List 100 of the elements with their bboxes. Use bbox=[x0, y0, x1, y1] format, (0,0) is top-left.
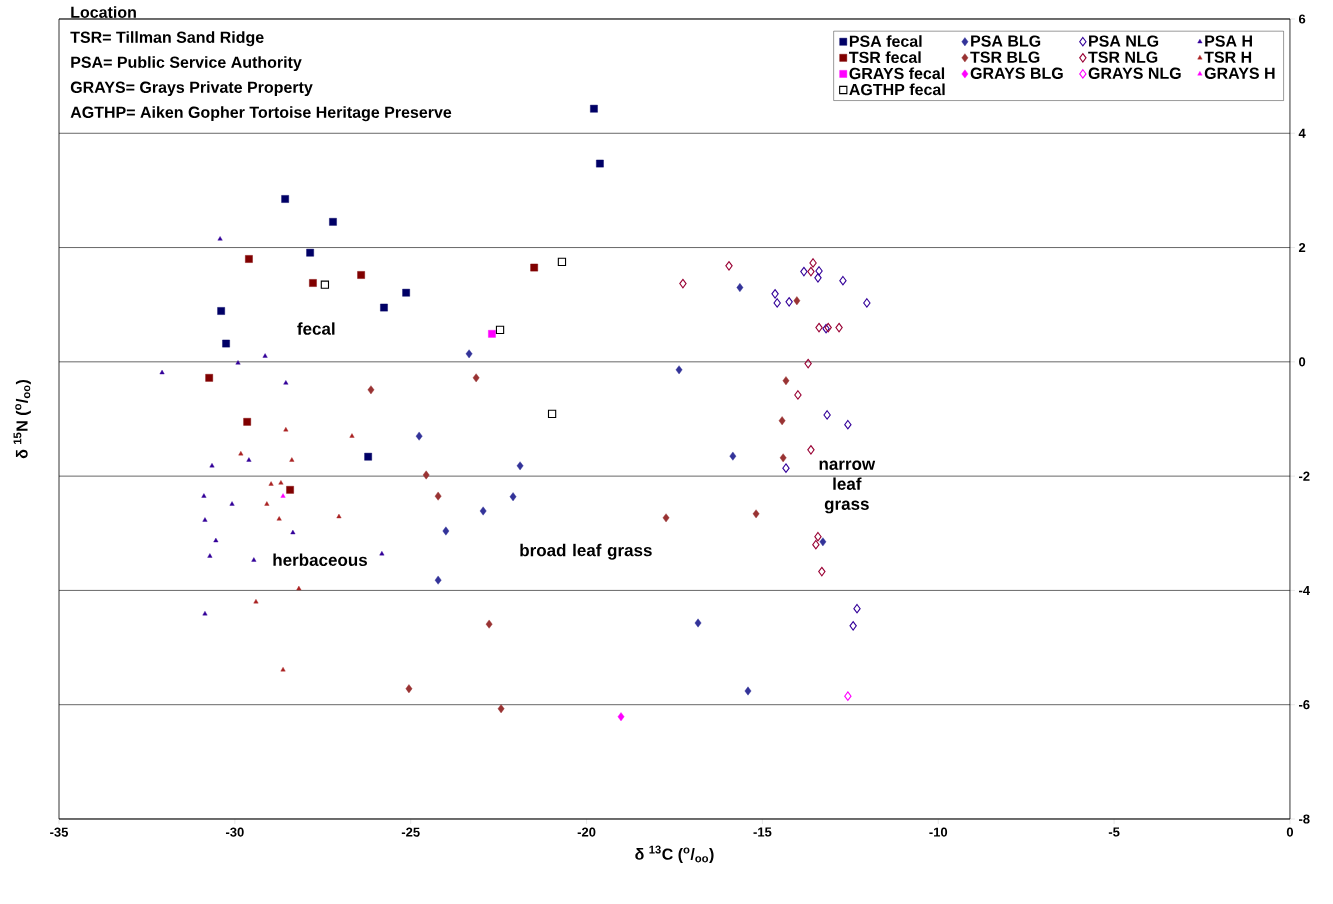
point bbox=[465, 349, 473, 359]
x-tick-label: 0 bbox=[1286, 827, 1294, 837]
point bbox=[217, 307, 225, 315]
point bbox=[807, 445, 815, 455]
legend-label: GRAYS H bbox=[1204, 67, 1275, 79]
point bbox=[488, 330, 496, 338]
point bbox=[306, 248, 314, 257]
point bbox=[290, 529, 296, 535]
point bbox=[229, 501, 235, 506]
annotation: TSR= Tillman Sand Ridge bbox=[70, 31, 264, 47]
point bbox=[485, 619, 493, 629]
x-axis-title: δ $^{13}$C ($^{o}$/$_{oo}$) bbox=[635, 845, 714, 864]
point bbox=[276, 516, 282, 521]
point bbox=[779, 453, 787, 463]
legend-label: TSR fecal bbox=[849, 51, 921, 64]
point bbox=[744, 686, 752, 696]
point bbox=[268, 481, 274, 486]
legend-label: GRAYS NLG bbox=[1088, 67, 1181, 79]
point bbox=[235, 360, 241, 365]
point bbox=[557, 257, 567, 266]
point bbox=[844, 691, 852, 701]
point bbox=[434, 575, 442, 585]
point bbox=[364, 452, 372, 461]
point bbox=[207, 553, 213, 558]
point bbox=[782, 463, 790, 473]
point bbox=[286, 486, 294, 494]
point bbox=[807, 266, 815, 277]
point bbox=[509, 492, 517, 502]
point bbox=[596, 159, 604, 168]
point bbox=[320, 280, 330, 289]
point bbox=[202, 517, 208, 522]
point bbox=[349, 433, 355, 438]
x-tick-label: -30 bbox=[225, 827, 244, 837]
point bbox=[251, 557, 257, 562]
point bbox=[472, 373, 480, 383]
x-tick-label: -15 bbox=[753, 827, 772, 837]
point bbox=[814, 273, 822, 283]
point bbox=[442, 526, 450, 536]
point bbox=[863, 298, 871, 308]
legend-label: TSR BLG bbox=[970, 51, 1040, 63]
point bbox=[793, 296, 801, 306]
point bbox=[497, 704, 505, 714]
point bbox=[405, 684, 413, 694]
point bbox=[262, 353, 268, 358]
point bbox=[280, 493, 286, 498]
annotation: AGTHP= Aiken Gopher Tortoise Heritage Preserve bbox=[70, 106, 452, 122]
point bbox=[367, 385, 375, 395]
point bbox=[752, 509, 760, 519]
point bbox=[849, 621, 857, 631]
point bbox=[853, 603, 861, 614]
legend-label: GRAYS BLG bbox=[970, 67, 1063, 79]
point bbox=[771, 289, 779, 299]
point bbox=[778, 416, 786, 426]
point bbox=[278, 480, 284, 485]
point bbox=[243, 418, 251, 426]
legend-label: PSA BLG bbox=[971, 35, 1041, 47]
y-tick-label: -6 bbox=[1298, 700, 1310, 710]
legend-label: TSR NLG bbox=[1088, 51, 1158, 63]
point bbox=[819, 537, 827, 547]
point bbox=[815, 266, 823, 276]
point bbox=[818, 566, 826, 577]
point bbox=[209, 463, 215, 468]
legend-label: PSA fecal bbox=[849, 35, 922, 47]
point bbox=[336, 513, 342, 519]
point bbox=[839, 275, 847, 286]
point bbox=[309, 279, 317, 287]
point bbox=[812, 539, 820, 550]
point bbox=[844, 419, 852, 430]
point bbox=[725, 261, 733, 271]
point bbox=[296, 585, 302, 591]
y-tick-label: 6 bbox=[1298, 14, 1306, 24]
point bbox=[283, 380, 289, 385]
point bbox=[815, 322, 823, 333]
y-tick-label: 0 bbox=[1299, 357, 1306, 367]
annotation: PSA= Public Service Authority bbox=[71, 56, 302, 72]
y-tick-label: -2 bbox=[1298, 471, 1310, 481]
x-tick-label: -25 bbox=[401, 827, 420, 837]
point bbox=[289, 457, 295, 462]
point bbox=[736, 283, 744, 292]
point bbox=[280, 667, 286, 672]
point bbox=[380, 303, 388, 312]
x-tick-label: -5 bbox=[1108, 827, 1120, 837]
point bbox=[329, 218, 337, 226]
point bbox=[202, 611, 208, 616]
annotation: fecal bbox=[297, 322, 335, 335]
point bbox=[264, 501, 270, 506]
point bbox=[495, 325, 505, 334]
point bbox=[675, 365, 683, 375]
point bbox=[222, 339, 230, 348]
point bbox=[415, 431, 423, 441]
point bbox=[617, 712, 625, 722]
annotation: broad leaf grass bbox=[520, 543, 652, 560]
point bbox=[253, 599, 259, 604]
point bbox=[729, 451, 737, 461]
point bbox=[422, 470, 430, 480]
point bbox=[516, 461, 524, 471]
x-tick-label: -20 bbox=[577, 827, 596, 837]
legend-label: PSA NLG bbox=[1089, 35, 1159, 47]
point bbox=[800, 266, 808, 277]
legend-label: GRAYS fecal bbox=[849, 67, 945, 80]
